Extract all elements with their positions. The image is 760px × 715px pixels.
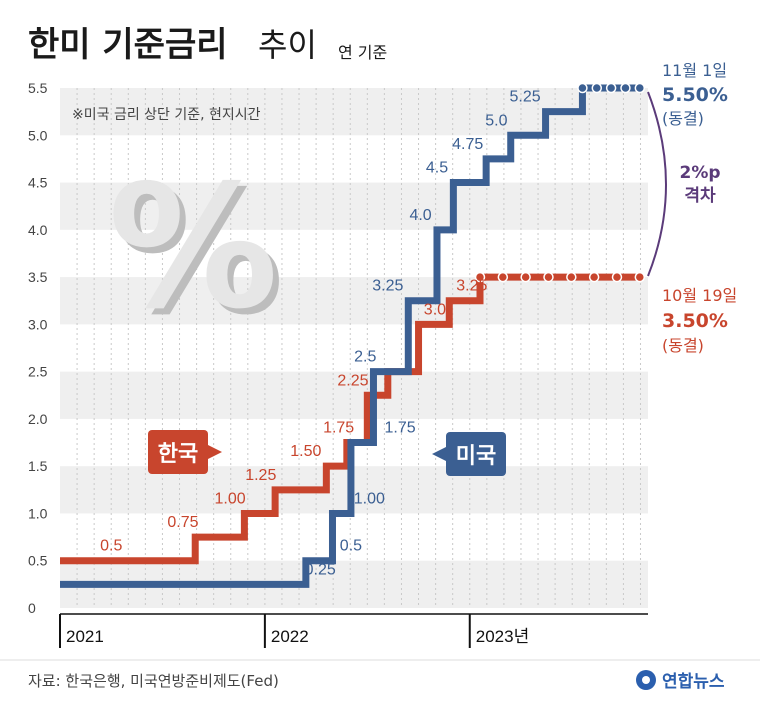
korea-data-label: 0.5: [100, 538, 122, 555]
y-tick-label: 3.0: [28, 316, 48, 332]
korea-tag-box: [148, 430, 208, 474]
grid-band: [60, 182, 648, 230]
us-data-label: 4.75: [452, 136, 483, 153]
korea-data-label: 3.25: [456, 278, 487, 295]
y-tick-label: 4.0: [28, 222, 48, 238]
korea-data-label: 1.50: [290, 443, 321, 460]
korea-tag-pointer: [206, 444, 222, 460]
korea-data-label: 3.0: [424, 301, 446, 318]
x-tick-label: 2021: [66, 627, 104, 646]
grid-band: [60, 371, 648, 419]
korea-data-label: 1.25: [245, 467, 276, 484]
us-end-date: 11월 1일: [662, 61, 727, 80]
series-markers: [474, 82, 646, 283]
chart-note: ※미국 금리 상단 기준, 현지시간: [72, 107, 261, 123]
us-data-label: 5.0: [485, 112, 507, 129]
us-data-label: 4.5: [426, 160, 448, 177]
us-data-label: 1.00: [354, 490, 385, 507]
source-note: 자료: 한국은행, 미국연방준비제도(Fed): [28, 672, 279, 690]
korea-data-label: 1.75: [323, 420, 354, 437]
series-lines: [60, 84, 640, 588]
korea-hold-marker: [543, 271, 554, 283]
legend-korea: 한국: [158, 442, 198, 467]
us-legend-tag: 미국: [432, 432, 506, 476]
gap-label-value: 2%p: [679, 163, 720, 183]
korea-end-label: 10월 19일 3.50% (동결): [662, 286, 737, 355]
korea-hold-marker: [520, 271, 531, 283]
us-data-label: 4.0: [409, 207, 431, 224]
brand-name: 연합뉴스: [662, 671, 725, 692]
us-data-label: 0.5: [340, 538, 362, 555]
y-tick-label: 3.5: [28, 269, 48, 285]
grid-band: [60, 277, 648, 325]
us-end-value: 5.50%: [662, 84, 728, 106]
us-end-label: 11월 1일 5.50% (동결): [662, 61, 728, 128]
korea-end-date: 10월 19일: [662, 286, 737, 305]
y-tick-label: 5.0: [28, 127, 48, 143]
x-tick-label: 2022: [271, 627, 309, 646]
korea-data-label: 0.75: [167, 514, 198, 531]
korea-hold-marker: [474, 271, 486, 283]
data-labels: 0.50.751.001.251.501.752.253.03.250.250.…: [100, 89, 541, 579]
us-hold-marker: [634, 82, 646, 94]
us-end-status: (동결): [662, 109, 704, 128]
y-tick-label: 1.5: [28, 458, 48, 474]
x-axis: 2021 2022 2023년: [59, 613, 648, 648]
chart-subtitle: 연 기준: [338, 43, 387, 62]
y-axis: 0 0.5 1.0 1.5 2.0 2.5 3.0 3.5 4.0 4.5 5.0 5.5: [28, 80, 48, 616]
korea-hold-marker: [497, 271, 509, 283]
us-tag-pointer: [432, 446, 448, 462]
us-hold-marker: [591, 82, 603, 94]
svg-text:%: %: [114, 155, 284, 353]
gap-label-text: 격차: [684, 186, 716, 206]
us-rate-line: [60, 84, 640, 588]
us-tag-box: [446, 432, 506, 476]
us-hold-marker: [620, 82, 631, 94]
svg-text:%: %: [108, 149, 278, 347]
brand-logo: 연합뉴스: [636, 670, 725, 692]
gap-bracket: [647, 91, 667, 277]
us-hold-marker: [605, 82, 617, 94]
y-tick-label: 2.5: [28, 364, 48, 380]
us-data-label: 5.25: [510, 89, 541, 106]
percent-icon: % %: [108, 149, 284, 353]
y-tick-label: 5.5: [28, 80, 48, 96]
y-tick-label: 0.5: [28, 553, 48, 569]
korea-end-status: (동결): [662, 336, 704, 355]
y-tick-label: 1.0: [28, 505, 48, 521]
korea-data-label: 1.00: [214, 490, 245, 507]
us-data-label: 1.75: [385, 420, 416, 437]
korea-hold-marker: [588, 271, 600, 283]
korea-legend-tag: 한국: [148, 430, 222, 474]
us-data-label: 2.5: [354, 349, 376, 366]
chart-title: 한미 기준금리: [28, 25, 228, 65]
korea-hold-marker: [566, 271, 577, 283]
us-data-label: 3.25: [372, 278, 403, 295]
y-tick-label: 0: [28, 600, 36, 616]
korea-hold-marker: [634, 271, 646, 283]
x-tick-label: 2023년: [476, 627, 529, 646]
korea-hold-marker: [611, 271, 623, 283]
us-data-label: 0.25: [305, 561, 336, 578]
korea-end-value: 3.50%: [662, 310, 728, 332]
chart-title-suffix: 추이: [258, 26, 317, 64]
us-hold-marker: [577, 82, 588, 94]
y-tick-label: 2.0: [28, 411, 48, 427]
y-tick-label: 4.5: [28, 175, 48, 191]
vertical-gridlines: [76, 88, 641, 608]
legend-us: 미국: [456, 444, 496, 469]
korea-data-label: 2.25: [337, 372, 368, 389]
